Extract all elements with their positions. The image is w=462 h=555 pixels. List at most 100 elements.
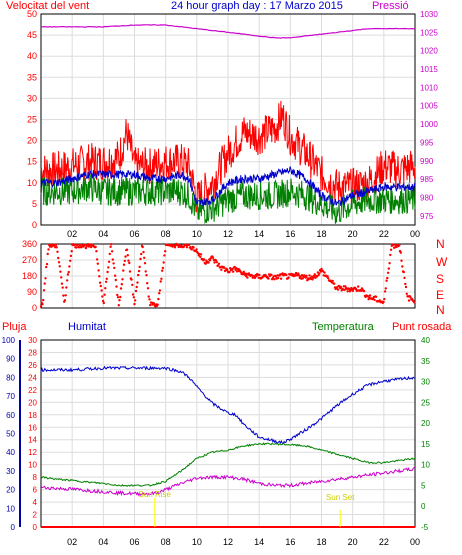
wind-direction-point [46, 252, 49, 256]
wind-direction-point [111, 258, 115, 261]
wind-direction-point [105, 277, 109, 280]
wind-direction-point [59, 270, 62, 273]
rain-tick-label: 24 [28, 373, 37, 382]
wind-direction-point [404, 282, 407, 286]
direction-tick-label: 360 [22, 239, 37, 249]
wind-direction-point [192, 246, 195, 249]
pressure-tick-label: 1025 [420, 28, 438, 37]
wind-direction-point [146, 282, 149, 285]
time-tick-label: 04 [98, 537, 108, 547]
wind-direction-point [45, 262, 49, 266]
wind-tick-label: 10 [27, 178, 37, 188]
wind-direction-point [400, 259, 403, 262]
wind-direction-point [189, 246, 192, 249]
wind-plot-frame [40, 13, 416, 226]
wind-direction-point [394, 243, 397, 247]
wind-direction-point [215, 261, 218, 264]
wind-direction-point [182, 245, 186, 248]
wind-direction-point [89, 245, 93, 249]
time-tick-label: 16 [285, 537, 295, 547]
wind-direction-point [389, 253, 392, 257]
time-tick-label: 00 [410, 229, 420, 239]
wind-direction-point [214, 259, 218, 262]
wind-direction-point [128, 270, 132, 273]
wind-direction-point [60, 282, 64, 285]
direction-tick-label: 0 [32, 303, 37, 313]
pressure-tick-label: 1010 [420, 83, 438, 92]
wind-direction-point [163, 254, 166, 257]
wind-direction-point [374, 295, 378, 298]
wind-direction-point [144, 270, 147, 273]
wind-direction-point [318, 272, 321, 275]
wind-direction-point [398, 243, 401, 247]
temperature-tick-label: -5 [421, 523, 429, 532]
wind-direction-point [140, 252, 143, 256]
wind-direction-point [146, 287, 150, 290]
wind-direction-point [141, 245, 144, 249]
sun-rise-label: Sun Rise [139, 490, 172, 499]
sun-set-label: Sun Set [326, 493, 355, 502]
wind-tick-label: 30 [27, 93, 37, 103]
time-tick-label: 22 [379, 537, 389, 547]
temperature-tick-label: 35 [421, 357, 430, 366]
wind-direction-point [131, 293, 135, 296]
wind-direction-point [116, 293, 119, 297]
time-tick-label: 12 [223, 229, 233, 239]
wind-direction-point [387, 267, 390, 270]
wind-direction-point [199, 255, 202, 259]
wind-direction-point [73, 243, 76, 247]
rain-tick-label: 20 [28, 398, 37, 407]
wind-direction-point [95, 250, 98, 253]
temperature-tick-label: 30 [421, 378, 430, 387]
wind-direction-point [100, 289, 103, 292]
pressure-tick-label: 1005 [420, 102, 438, 111]
rain-tick-label: 0 [33, 523, 38, 532]
wind-direction-point [60, 276, 63, 279]
wind-tick-label: 50 [27, 9, 37, 19]
wind-direction-point [66, 279, 69, 282]
wind-direction-point [68, 265, 71, 268]
wind-direction-point [239, 270, 242, 274]
wind-direction-point [187, 243, 191, 247]
direction-tick-label: 90 [27, 287, 37, 297]
wind-tick-label: 45 [27, 30, 37, 40]
wind-direction-point [220, 268, 223, 271]
time-tick-label: 18 [316, 537, 326, 547]
wind-direction-point [244, 274, 248, 278]
dew-point-series [40, 466, 416, 497]
wind-direction-point [113, 274, 117, 277]
wind-direction-point [83, 243, 87, 246]
wind-direction-point [127, 259, 130, 262]
wind-direction-point [308, 274, 311, 277]
wind-direction-point [158, 292, 161, 295]
humidity-series [40, 365, 416, 445]
wind-direction-point [160, 277, 163, 280]
pressure-tick-label: 1000 [420, 120, 438, 129]
wind-direction-point [386, 271, 390, 274]
wind-direction-point [405, 292, 408, 295]
wind-direction-point [102, 301, 106, 305]
wind-direction-point [133, 302, 136, 306]
pressure-tick-label: 1020 [420, 47, 438, 56]
wind-direction-point [386, 276, 389, 280]
wind-direction-point [54, 243, 58, 247]
wind-tick-label: 15 [27, 157, 37, 167]
wind-direction-point [42, 298, 45, 302]
wind-direction-point [384, 287, 387, 290]
rain-tick-label: 28 [28, 348, 37, 357]
rain-tick-label: 16 [28, 423, 37, 432]
wind-direction-point [56, 250, 59, 253]
wind-direction-point [351, 289, 355, 292]
wind-direction-point [147, 295, 150, 298]
wind-direction-point [115, 285, 118, 288]
wind-direction-point [373, 298, 376, 302]
time-tick-label: 00 [410, 537, 420, 547]
wind-direction-point [142, 250, 145, 254]
humidity-tick-label: 80 [6, 373, 15, 382]
direction-plot-frame [40, 243, 416, 309]
direction-tick-label: 270 [22, 255, 37, 265]
wind-direction-point [211, 256, 215, 259]
wind-direction-point [96, 262, 100, 265]
wind-direction-point [159, 280, 162, 283]
time-tick-label: 18 [316, 229, 326, 239]
